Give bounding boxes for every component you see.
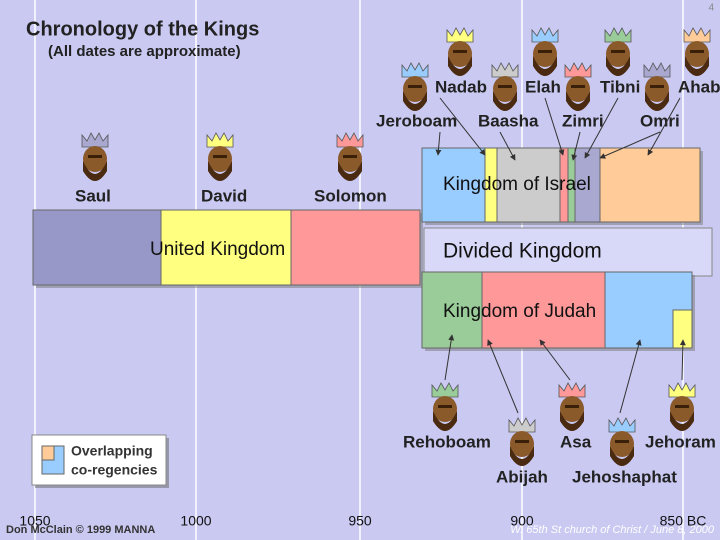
king-label: Jehoram (645, 432, 716, 451)
axis-label: 850 BC (660, 513, 707, 529)
divided-band (423, 227, 713, 277)
king-label: Jeroboam (376, 111, 457, 130)
king-label: Zimri (562, 111, 604, 130)
king-label: Ahab (678, 77, 720, 96)
israel-label: Kingdom of Israel (443, 174, 591, 195)
united-label: United Kingdom (150, 239, 285, 260)
footer-left: Don McClain © 1999 MANNA (6, 524, 155, 536)
arrows (435, 97, 686, 414)
legend (31, 434, 169, 488)
king-label: Saul (75, 186, 111, 205)
israel-bar (421, 147, 703, 225)
king-label: David (201, 186, 247, 205)
slide-number: 4 (708, 3, 714, 14)
king-label: Solomon (314, 186, 387, 205)
subtitle: (All dates are approximate) (48, 43, 241, 60)
legend-label: co-regencies (71, 462, 158, 478)
judah-bar (421, 271, 695, 351)
king-label: Abijah (496, 467, 548, 486)
axis-label: 1000 (180, 513, 211, 529)
king-label: Elah (525, 77, 561, 96)
footer-right: W. 65th St church of Christ / June 8, 20… (510, 524, 715, 536)
king-label: Baasha (478, 111, 539, 130)
king-label: Jehoshaphat (572, 467, 677, 486)
axis-label: 950 (348, 513, 372, 529)
united-bar (32, 209, 423, 288)
king-label: Omri (640, 111, 680, 130)
axis-label: 1050 (19, 513, 50, 529)
king-label: Nadab (435, 77, 487, 96)
divided-label: Divided Kingdom (443, 240, 602, 263)
king-label: Rehoboam (403, 432, 491, 451)
king-label: Tibni (600, 77, 640, 96)
title: Chronology of the Kings (26, 18, 259, 40)
legend-label: Overlapping (71, 443, 153, 459)
judah-label: Kingdom of Judah (443, 301, 596, 322)
king-label: Asa (560, 432, 592, 451)
axis-label: 900 (510, 513, 534, 529)
